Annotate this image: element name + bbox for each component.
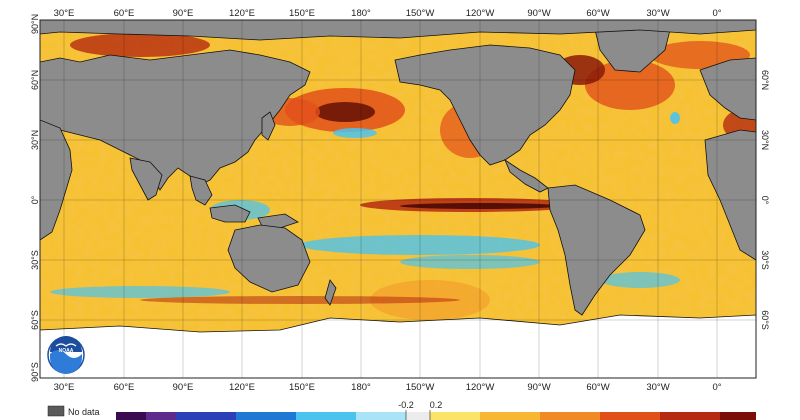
- scale-swatch-10: [540, 412, 600, 420]
- bottom-lon-label-30w: 30°W: [646, 382, 669, 393]
- scale-swatch-6: [356, 412, 406, 420]
- left-lat-label-30n: 30°N: [30, 130, 40, 150]
- bottom-lon-label-120w: 120°W: [466, 382, 495, 393]
- top-lon-label-30e: 30°E: [54, 8, 75, 19]
- cool-anomaly-zones: [50, 112, 680, 304]
- land-south-america: [547, 184, 646, 316]
- scale-swatch-11: [600, 412, 660, 420]
- top-lon-label-0: 0°: [712, 8, 721, 19]
- right-lat-label-0: 0°: [760, 196, 770, 205]
- no-data-label: No data: [68, 407, 100, 417]
- nino-band-core: [400, 203, 560, 209]
- right-lat-labels: 60°N 30°N 0° 30°S 60°S: [760, 70, 770, 330]
- north-pacific-warm-core: [315, 102, 375, 122]
- legend-color-scale: -0.2 0.2: [116, 400, 756, 420]
- land-antarctica-ice: [40, 314, 756, 378]
- southern-ocean-cool-2: [600, 272, 680, 288]
- scale-swatch-13: [720, 412, 756, 420]
- land-india: [129, 157, 163, 201]
- bottom-lon-label-120e: 120°E: [229, 382, 255, 393]
- land-europe-right: [699, 57, 756, 121]
- top-lon-label-60w: 60°W: [586, 8, 609, 19]
- right-lat-label-30s: 30°S: [760, 250, 770, 270]
- legend-no-data: No data: [47, 405, 100, 417]
- bottom-lon-label-0: 0°: [712, 382, 721, 393]
- land-indonesia: [209, 204, 251, 223]
- noaa-logo-text: NOAA: [59, 348, 74, 354]
- southern-ocean-cool-1: [50, 286, 230, 298]
- land-eurasia: [40, 49, 311, 191]
- scale-swatch-12: [660, 412, 720, 420]
- right-lat-label-60n: 60°N: [760, 70, 770, 90]
- scale-swatch-5: [296, 412, 356, 420]
- top-lon-label-90w: 90°W: [527, 8, 550, 19]
- bottom-lon-label-30e: 30°E: [54, 382, 75, 393]
- bottom-lon-label-90w: 90°W: [527, 382, 550, 393]
- right-lat-label-30n: 30°N: [760, 130, 770, 150]
- bottom-lon-label-150w: 150°W: [406, 382, 435, 393]
- bottom-lon-label-180: 180°: [351, 382, 371, 393]
- top-lon-label-120w: 120°W: [466, 8, 495, 19]
- arctic-warm: [70, 33, 210, 57]
- noaa-logo-wave: [50, 350, 82, 374]
- scale-swatch-9: [480, 412, 540, 420]
- left-lat-label-60s: 60°S: [30, 310, 40, 330]
- left-lat-label-90n: 90°N: [30, 14, 40, 34]
- atlantic-cool: [670, 112, 680, 124]
- land-australia: [227, 224, 311, 293]
- land-north-america: [394, 44, 576, 166]
- bottom-lon-label-90e: 90°E: [173, 382, 194, 393]
- left-lat-label-60n: 60°N: [30, 70, 40, 90]
- scale-swatch-7: [406, 412, 430, 420]
- top-lon-label-90e: 90°E: [173, 8, 194, 19]
- north-atlantic-warm: [585, 60, 675, 110]
- top-lon-label-120e: 120°E: [229, 8, 255, 19]
- south-pacific-cool: [300, 235, 540, 255]
- bottom-lon-label-150e: 150°E: [289, 382, 315, 393]
- left-lat-label-90s: 90°S: [30, 362, 40, 382]
- map-area: [40, 20, 756, 378]
- left-lat-label-0: 0°: [30, 195, 40, 204]
- bottom-lon-label-60w: 60°W: [586, 382, 609, 393]
- graticule-lon: [63, 20, 718, 378]
- scale-swatch-1: [116, 412, 146, 420]
- scale-label-pos: 0.2: [430, 400, 443, 410]
- top-lon-labels: 30°E 60°E 90°E 120°E 150°E 180° 150°W 12…: [54, 8, 722, 19]
- bottom-lon-labels: 30°E 60°E 90°E 120°E 150°E 180° 150°W 12…: [54, 382, 722, 393]
- noaa-logo-top-half: [50, 336, 82, 352]
- north-pacific-cool: [333, 128, 377, 138]
- top-lon-label-30w: 30°W: [646, 8, 669, 19]
- top-lon-label-150w: 150°W: [406, 8, 435, 19]
- land-arctic-top: [40, 20, 756, 41]
- scale-swatch-3: [176, 412, 236, 420]
- map-border: [39, 19, 757, 379]
- scale-swatch-4: [236, 412, 296, 420]
- top-lon-label-60e: 60°E: [114, 8, 135, 19]
- land-central-america: [504, 158, 549, 193]
- graticule: [40, 79, 756, 321]
- land-africa-right: [704, 129, 756, 261]
- land-masses: [40, 20, 756, 316]
- no-data-swatch: [47, 405, 65, 417]
- scale-swatch-8: [430, 412, 480, 420]
- left-lat-label-30s: 30°S: [30, 250, 40, 270]
- south-pacific-cool-2: [400, 255, 540, 269]
- land-new-zealand: [324, 279, 337, 306]
- land-africa: [40, 119, 73, 241]
- land-indochina: [189, 175, 213, 206]
- southern-ocean-red-band: [140, 296, 460, 304]
- top-lon-label-150e: 150°E: [289, 8, 315, 19]
- right-lat-label-60s: 60°S: [760, 310, 770, 330]
- scale-swatch-2: [146, 412, 176, 420]
- land-japan: [261, 111, 276, 141]
- scale-label-neg: -0.2: [398, 400, 414, 410]
- top-lon-label-180: 180°: [351, 8, 371, 19]
- land-new-guinea: [257, 213, 299, 229]
- bottom-lon-label-60e: 60°E: [114, 382, 135, 393]
- noaa-logo: NOAA: [47, 336, 85, 374]
- noaa-logo-gull: [55, 343, 77, 347]
- left-lat-labels: 90°N 60°N 30°N 0° 30°S 60°S 90°S: [30, 14, 40, 382]
